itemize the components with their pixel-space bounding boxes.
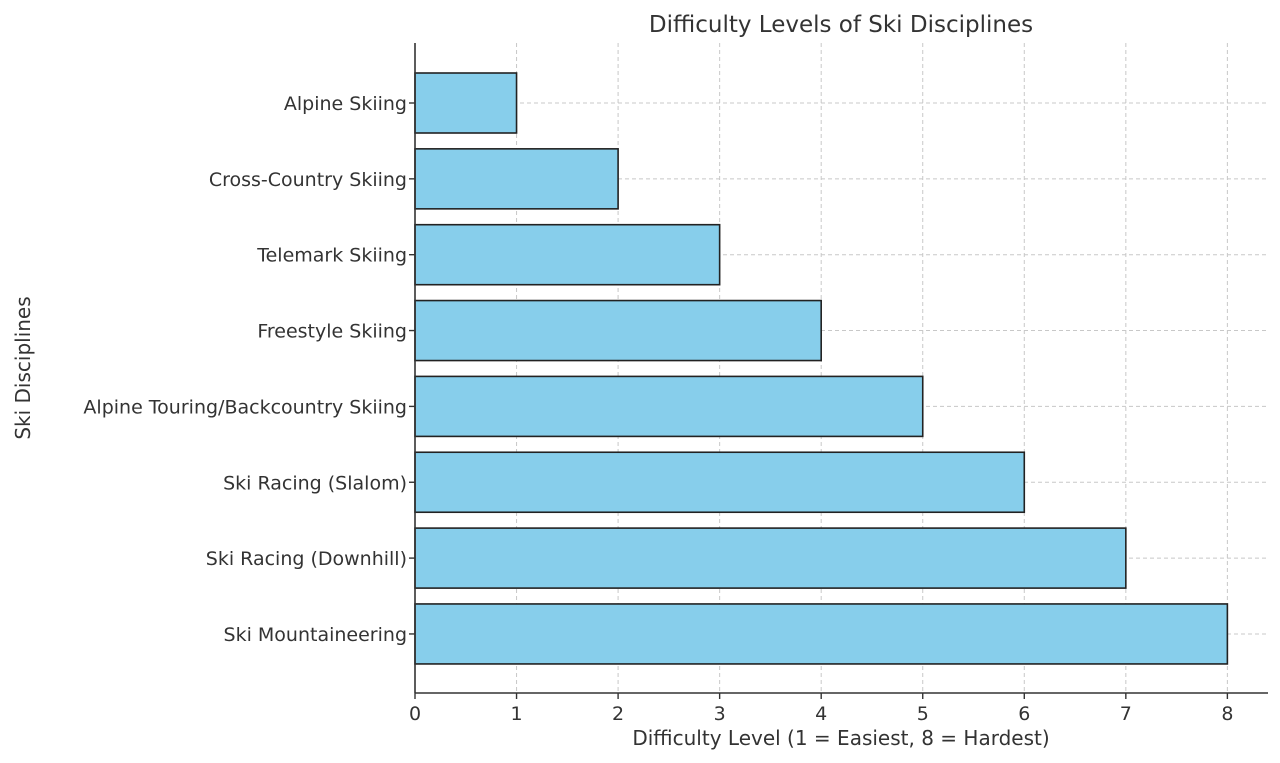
bar-0 <box>414 72 518 134</box>
bar-4 <box>414 375 924 438</box>
bar-1 <box>414 148 619 210</box>
y-tick-label-0: Alpine Skiing <box>284 93 407 115</box>
x-tick-label-5: 5 <box>917 703 929 725</box>
y-ticks: Alpine Skiing Cross-Country Skiing Telemar… <box>83 93 415 646</box>
x-tick-label-0: 0 <box>409 703 421 725</box>
x-tick-label-8: 8 <box>1221 703 1233 725</box>
y-tick-label-2: Telemark Skiing <box>256 245 407 267</box>
y-tick-label-4: Alpine Touring/Backcountry Skiing <box>83 396 407 418</box>
chart-title: Difficulty Levels of Ski Disciplines <box>649 12 1033 38</box>
bar-2 <box>414 223 721 286</box>
bar-3 <box>414 299 822 362</box>
y-tick-label-1: Cross-Country Skiing <box>209 169 407 191</box>
y-axis-label: Ski Disciplines <box>11 296 35 439</box>
x-tick-label-2: 2 <box>612 703 624 725</box>
x-tick-label-4: 4 <box>815 703 827 725</box>
x-axis-label: Difficulty Level (1 = Easiest, 8 = Harde… <box>632 726 1049 750</box>
x-tick-label-7: 7 <box>1120 703 1132 725</box>
bar-6 <box>414 527 1127 589</box>
bars <box>414 72 1229 665</box>
axes <box>414 43 1268 694</box>
y-tick-label-7: Ski Mountaineering <box>224 624 407 646</box>
y-tick-label-3: Freestyle Skiing <box>257 321 407 343</box>
y-tick-label-5: Ski Racing (Slalom) <box>223 472 407 494</box>
x-tick-label-3: 3 <box>714 703 726 725</box>
bar-5 <box>414 451 1026 514</box>
x-tick-label-1: 1 <box>511 703 523 725</box>
bar-7 <box>414 603 1229 665</box>
grid <box>414 43 1268 693</box>
x-tick-label-6: 6 <box>1018 703 1030 725</box>
y-tick-label-6: Ski Racing (Downhill) <box>206 548 407 570</box>
x-ticks: 0 1 2 3 4 5 6 7 8 <box>409 693 1233 725</box>
